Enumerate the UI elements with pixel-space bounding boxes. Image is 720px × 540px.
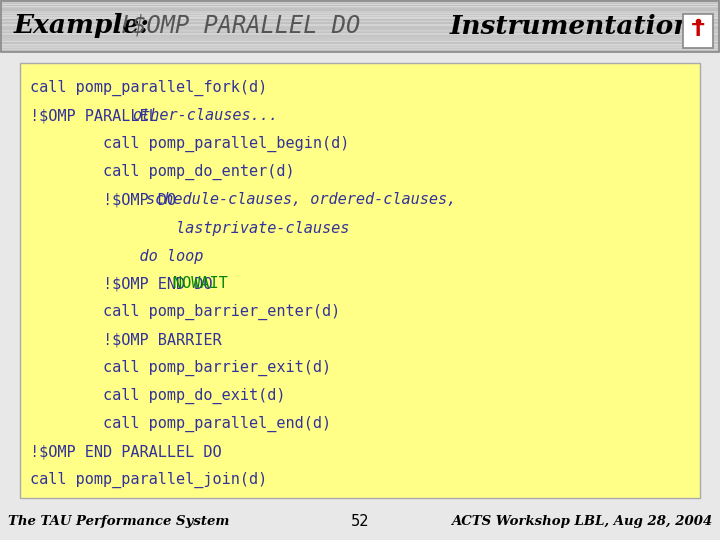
Text: Instrumentation: Instrumentation (450, 14, 693, 38)
Text: NOWAIT: NOWAIT (174, 276, 228, 292)
Text: call pomp_parallel_begin(d): call pomp_parallel_begin(d) (30, 136, 349, 152)
Text: call pomp_parallel_fork(d): call pomp_parallel_fork(d) (30, 80, 267, 96)
Text: !$OMP END PARALLEL DO: !$OMP END PARALLEL DO (30, 444, 222, 460)
Text: The TAU Performance System: The TAU Performance System (8, 516, 230, 529)
Text: !$OMP PARALLEL: !$OMP PARALLEL (30, 109, 167, 124)
Text: call pomp_do_enter(d): call pomp_do_enter(d) (30, 164, 294, 180)
Bar (683, 14, 713, 48)
Text: !$OMP BARRIER: !$OMP BARRIER (30, 333, 222, 348)
Text: !$OMP END DO: !$OMP END DO (30, 276, 222, 292)
Bar (20, 63, 700, 498)
Text: 52: 52 (351, 515, 369, 530)
Text: !$OMP DO: !$OMP DO (30, 192, 185, 207)
Text: call pomp_do_exit(d): call pomp_do_exit(d) (30, 388, 286, 404)
Text: lastprivate-clauses: lastprivate-clauses (30, 220, 349, 235)
Text: T: T (692, 22, 704, 40)
Text: !$OMP PARALLEL DO: !$OMP PARALLEL DO (118, 14, 374, 38)
Text: Example:: Example: (14, 14, 168, 38)
Bar (1, 1, 719, 52)
Text: call pomp_parallel_end(d): call pomp_parallel_end(d) (30, 416, 331, 432)
Text: ACTS Workshop LBL, Aug 28, 2004: ACTS Workshop LBL, Aug 28, 2004 (451, 516, 712, 529)
Text: call pomp_barrier_enter(d): call pomp_barrier_enter(d) (30, 304, 341, 320)
Text: call pomp_barrier_exit(d): call pomp_barrier_exit(d) (30, 360, 331, 376)
Text: do loop: do loop (30, 248, 203, 264)
Bar (0, 0, 720, 52)
Text: schedule-clauses, ordered-clauses,: schedule-clauses, ordered-clauses, (146, 192, 456, 207)
Text: call pomp_parallel_join(d): call pomp_parallel_join(d) (30, 472, 267, 488)
Text: other-clauses...: other-clauses... (132, 109, 279, 124)
